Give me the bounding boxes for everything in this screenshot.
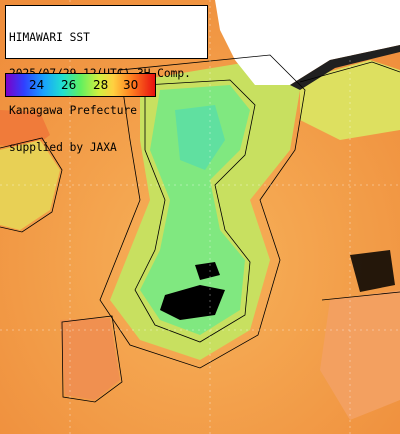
region-line: Kanagawa Prefecture [9, 104, 137, 118]
cool-region [175, 105, 225, 170]
mid-temp-region [300, 60, 400, 140]
title-line: HIMAWARI SST [9, 30, 90, 44]
warm-patch [0, 110, 50, 150]
warm-patch [320, 290, 400, 420]
land-area [215, 0, 400, 85]
source-line: supplied by JAXA [9, 141, 117, 155]
legend-label-24: 24 [29, 78, 45, 92]
color-scale-legend: 24 26 28 30 [5, 73, 156, 97]
coast-shade [290, 45, 400, 90]
title-box: HIMAWARI SST 2025/07/29 12(UTC) 3H Comp.… [5, 5, 208, 154]
no-data-area [350, 250, 395, 292]
warm-patch [60, 318, 120, 400]
legend-label-26: 26 [61, 78, 77, 92]
cool-region [140, 85, 250, 335]
no-data-area [195, 262, 220, 280]
contour-lines [0, 54, 400, 403]
no-data-area [160, 285, 225, 320]
legend-label-28: 28 [93, 78, 109, 92]
legend-label-30: 30 [123, 78, 139, 92]
